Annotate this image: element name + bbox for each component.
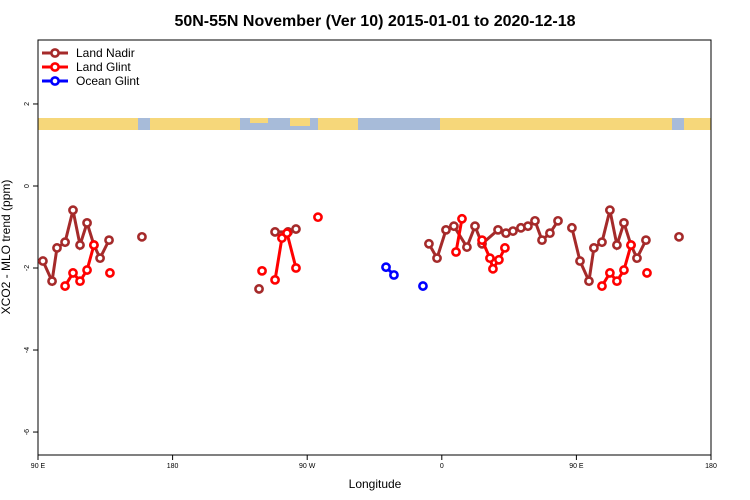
data-point	[38, 256, 48, 266]
data-point	[291, 224, 301, 234]
x-tick-label: 0	[440, 463, 444, 470]
legend-marker	[50, 62, 60, 72]
data-point	[457, 213, 467, 224]
chart-title: 50N-55N November (Ver 10) 2015-01-01 to …	[174, 13, 575, 30]
data-point	[424, 238, 434, 249]
data-point	[575, 256, 585, 266]
data-point	[523, 221, 533, 232]
data-point	[75, 276, 85, 287]
data-point	[508, 226, 518, 236]
data-point	[68, 205, 78, 216]
legend-label: Ocean Glint	[76, 74, 140, 88]
series-line	[41, 209, 111, 287]
x-axis-label: Longitude	[349, 477, 402, 491]
data-point	[597, 237, 607, 248]
data-point	[530, 215, 540, 226]
data-point	[82, 217, 92, 228]
data-point	[588, 243, 599, 253]
data-point	[485, 253, 495, 264]
y-tick-label: -6	[24, 429, 31, 435]
data-point	[68, 268, 78, 278]
data-point	[381, 262, 391, 273]
data-point	[291, 263, 301, 273]
data-point	[477, 235, 487, 246]
legend-marker	[50, 48, 60, 58]
legend-label: Land Glint	[76, 60, 131, 74]
data-point	[441, 224, 451, 235]
data-point	[313, 212, 323, 223]
data-point	[641, 235, 651, 246]
map-strip	[38, 118, 711, 130]
y-tick-label: -4	[24, 347, 31, 353]
data-point	[418, 281, 428, 291]
data-point	[674, 231, 684, 242]
data-point	[449, 221, 459, 232]
data-point	[494, 254, 504, 265]
data-point	[612, 240, 622, 250]
data-point	[619, 265, 629, 275]
data-point	[493, 224, 503, 235]
data-point	[462, 242, 472, 252]
data-point	[47, 276, 57, 287]
data-point	[270, 227, 280, 237]
data-point	[597, 281, 607, 291]
data-point	[432, 253, 442, 264]
data-point	[52, 243, 62, 253]
data-point	[619, 217, 629, 228]
data-point	[500, 243, 510, 253]
data-point	[60, 281, 70, 291]
y-tick-label: 0	[24, 184, 31, 188]
data-point	[104, 235, 114, 246]
y-tick-label: -2	[24, 265, 31, 271]
data-point	[137, 231, 147, 242]
data-point	[488, 263, 498, 274]
data-point	[626, 240, 636, 250]
x-tick-label: 180	[705, 463, 717, 470]
plot-frame	[37, 39, 712, 456]
data-point	[553, 215, 563, 226]
series-line	[454, 218, 464, 253]
x-tick-label: 180	[167, 463, 179, 470]
data-point	[75, 240, 85, 250]
data-point	[60, 237, 70, 248]
data-point	[632, 253, 642, 264]
data-point	[451, 247, 461, 257]
data-point	[642, 268, 652, 278]
data-point	[89, 240, 99, 250]
data-point	[470, 221, 480, 232]
legend-label: Land Nadir	[76, 46, 135, 60]
data-point	[612, 276, 622, 287]
x-tick-label: 90 W	[299, 463, 316, 470]
data-point	[537, 235, 547, 246]
data-point	[105, 268, 115, 278]
data-point	[567, 222, 577, 233]
data-point	[82, 265, 92, 275]
data-point	[95, 253, 105, 264]
data-point	[605, 205, 615, 216]
data-point	[254, 284, 264, 294]
data-point	[389, 270, 399, 280]
data-point	[282, 228, 292, 239]
data-point	[257, 265, 267, 276]
data-point	[270, 274, 280, 285]
x-tick-label: 90 E	[569, 463, 584, 470]
legend-marker	[50, 76, 60, 86]
data-point	[605, 268, 615, 278]
data-point	[584, 276, 594, 287]
y-axis-label: XCO2 - MLO trend (ppm)	[0, 180, 13, 315]
x-tick-label: 90 E	[31, 463, 46, 470]
data-point	[545, 228, 555, 239]
y-tick-label: 2	[24, 102, 31, 106]
